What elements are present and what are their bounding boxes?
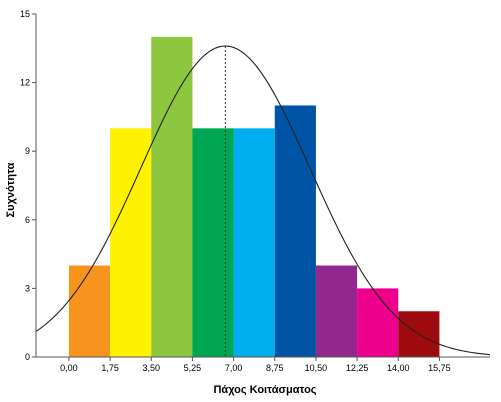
x-axis-ticks: 0,00 1,75 3,50 5,25 7,00 8,75 10,50 12,25 14,00 1… <box>60 357 451 373</box>
x-tick-label: 14,00 <box>387 363 410 373</box>
y-tick-label: 3 <box>25 283 30 293</box>
x-tick-label: 15,75 <box>428 363 451 373</box>
y-axis-title: Συχνότητα <box>5 162 17 217</box>
histogram-bar-3 <box>151 36 193 357</box>
histogram-bar-8 <box>357 288 399 357</box>
y-tick-label: 15 <box>20 9 30 19</box>
y-axis-ticks: 0 3 6 9 12 15 <box>20 9 36 362</box>
x-tick-label: 0,00 <box>60 363 78 373</box>
y-tick-label: 12 <box>20 78 30 88</box>
y-tick-label: 9 <box>25 146 30 156</box>
normal-curve <box>35 45 491 356</box>
x-axis-title: Πάχος Κοιτάσματος <box>213 384 316 396</box>
y-tick-label: 6 <box>25 215 30 225</box>
x-tick-label: 3,50 <box>142 363 160 373</box>
histogram-bar-4 <box>192 128 234 357</box>
histogram-bars <box>68 36 440 357</box>
x-tick-label: 8,75 <box>266 363 284 373</box>
x-tick-label: 12,25 <box>346 363 369 373</box>
histogram-bar-1 <box>68 265 111 357</box>
histogram-bar-5 <box>233 128 275 357</box>
x-tick-label: 10,50 <box>305 363 328 373</box>
x-tick-label: 7,00 <box>225 363 243 373</box>
histogram-bar-2 <box>110 128 152 357</box>
x-tick-label: 1,75 <box>101 363 119 373</box>
histogram-bar-6 <box>274 105 316 357</box>
x-tick-label: 5,25 <box>184 363 202 373</box>
histogram-bar-7 <box>315 265 358 357</box>
y-tick-label: 0 <box>25 352 30 362</box>
